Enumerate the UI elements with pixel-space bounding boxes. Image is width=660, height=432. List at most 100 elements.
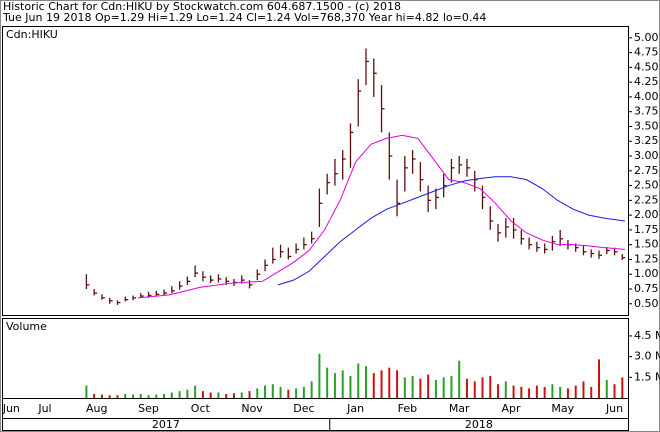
volume-bar [582, 381, 585, 398]
y-tick-label: 3.00 [634, 149, 659, 162]
y-tick-label: 2.50 [634, 179, 659, 192]
volume-bar [93, 393, 96, 398]
y-tick-label: 1.25 [634, 252, 659, 265]
volume-bar [232, 393, 235, 398]
y-tick-label: 4.25 [634, 75, 659, 88]
volume-bar [504, 381, 507, 398]
volume-bar [287, 389, 290, 398]
y-tick-label: 3.75 [634, 105, 659, 118]
symbol-label: Cdn:HIKU [6, 28, 58, 41]
volume-bar [497, 384, 500, 398]
y-tick-label: 4.50 [634, 60, 659, 73]
volume-bar [481, 377, 484, 398]
volume-bar [465, 378, 468, 398]
chart-subtitle: Tue Jun 19 2018 Op=1.29 Hi=1.29 Lo=1.24 … [2, 11, 486, 24]
x-tick-label: Oct [191, 402, 211, 415]
chart-title: Historic Chart for Cdn:HIKU by Stockwatc… [3, 0, 401, 13]
volume-bar [458, 360, 461, 398]
volume-bar [598, 359, 601, 398]
y-tick-label: 4.5 M [634, 329, 660, 342]
volume-bar [419, 378, 422, 398]
year-label: 2018 [465, 418, 493, 431]
volume-bar [116, 395, 119, 398]
y-tick-label: 1.5 M [634, 370, 660, 383]
volume-bar [85, 385, 88, 398]
x-tick-label: Dec [293, 402, 314, 415]
y-tick-label: 0.75 [634, 282, 659, 295]
volume-bar [388, 367, 391, 398]
year-label: 2017 [152, 418, 180, 431]
volume-bar [566, 388, 569, 398]
x-tick-label: Nov [241, 402, 263, 415]
y-tick-label: 4.75 [634, 46, 659, 59]
y-tick-label: 4.00 [634, 90, 659, 103]
y-tick-label: 1.00 [634, 267, 659, 280]
y-tick-label: 3.25 [634, 134, 659, 147]
volume-bar [240, 392, 243, 398]
volume-bar [489, 375, 492, 398]
x-tick-label: Mar [449, 402, 470, 415]
volume-bar [209, 392, 212, 398]
volume-bar [217, 392, 220, 398]
volume-bar [131, 394, 134, 398]
volume-bar [194, 385, 197, 398]
volume-bar [411, 375, 414, 398]
volume-bar [621, 377, 624, 398]
moving-average [138, 134, 625, 299]
x-tick-label: Jan [346, 402, 364, 415]
volume-bar [310, 381, 313, 398]
volume-bar [442, 377, 445, 398]
volume-bar [520, 386, 523, 398]
volume-bar [365, 366, 368, 398]
volume-bar [264, 385, 267, 398]
volume-bar [139, 393, 142, 398]
volume-bar [326, 367, 329, 398]
moving-average [277, 176, 625, 286]
x-axis-panel [2, 398, 629, 431]
volume-bar [155, 394, 158, 398]
volume-bar [178, 391, 181, 398]
volume-bar [605, 380, 608, 398]
volume-bar [543, 386, 546, 398]
volume-bar [170, 392, 173, 398]
volume-bar [590, 386, 593, 398]
volume-bar [100, 394, 103, 398]
volume-bar [574, 385, 577, 398]
volume-bar [512, 385, 515, 398]
volume-bar [248, 391, 251, 398]
volume-bar [473, 381, 476, 398]
volume-bar [295, 388, 298, 398]
y-tick-label: 3.0 M [634, 350, 660, 363]
volume-bar [271, 384, 274, 398]
volume-bar [372, 373, 375, 398]
x-tick-label: May [551, 402, 574, 415]
y-tick-label: 1.50 [634, 238, 659, 251]
volume-bar [427, 374, 430, 398]
volume-bar [559, 386, 562, 398]
volume-bar [318, 353, 321, 398]
y-tick-label: 2.00 [634, 208, 659, 221]
volume-bar [396, 370, 399, 398]
x-tick-label: Jun [2, 402, 20, 415]
volume-bar [528, 388, 531, 398]
volume-bar [302, 386, 305, 398]
volume-bar [341, 370, 344, 398]
volume-bar [434, 380, 437, 398]
volume-bar [535, 385, 538, 398]
volume-bar [357, 363, 360, 398]
volume-bar [225, 393, 228, 398]
x-tick-label: Sep [138, 402, 159, 415]
volume-bar [613, 384, 616, 398]
volume-bar [333, 373, 336, 398]
x-tick-label: Jun [605, 402, 623, 415]
volume-label: Volume [6, 320, 47, 333]
volume-bar [349, 375, 352, 398]
volume-bar [147, 395, 150, 398]
volume-bar [551, 384, 554, 398]
y-tick-label: 3.50 [634, 119, 659, 132]
x-tick-label: Apr [501, 402, 521, 415]
x-tick-label: Feb [398, 402, 417, 415]
y-tick-label: 2.75 [634, 164, 659, 177]
